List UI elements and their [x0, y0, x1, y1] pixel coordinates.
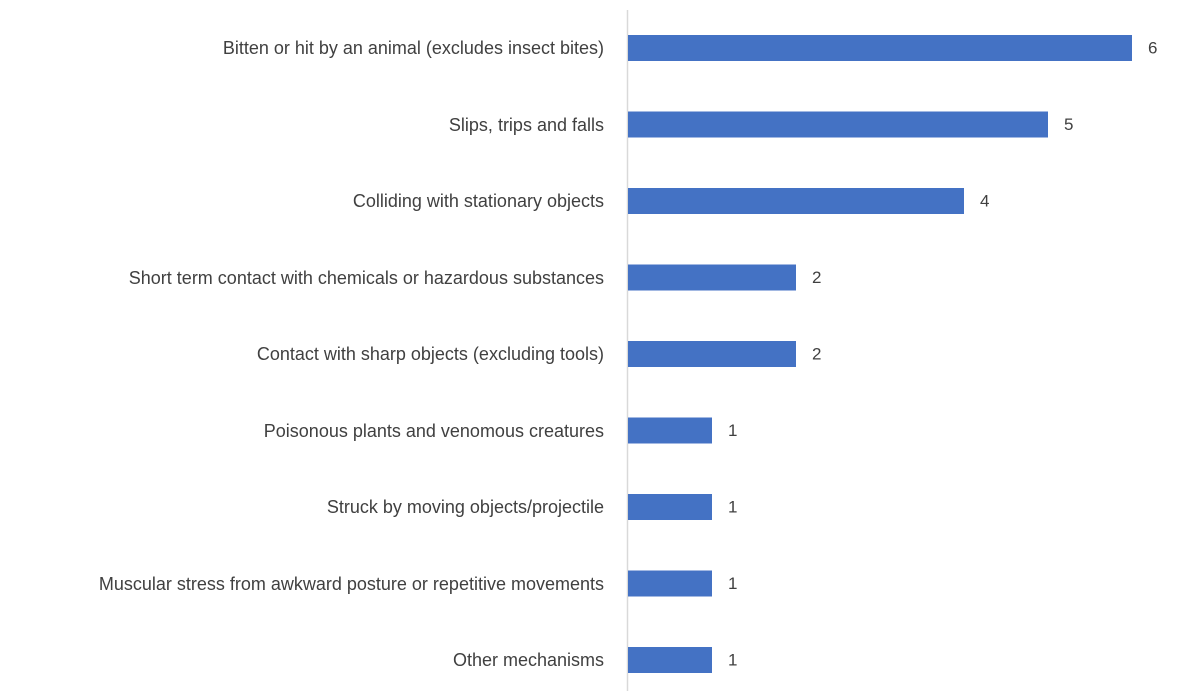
value-label: 1 [728, 497, 737, 516]
value-label: 5 [1064, 115, 1073, 134]
category-label: Muscular stress from awkward posture or … [98, 573, 604, 594]
value-label: 1 [728, 421, 737, 440]
value-label: 2 [812, 268, 821, 287]
value-label: 4 [980, 191, 989, 210]
category-label: Poisonous plants and venomous creatures [263, 420, 604, 441]
bar [628, 111, 1048, 138]
value-label: 2 [812, 344, 821, 363]
value-label: 1 [728, 574, 737, 593]
value-label: 1 [728, 650, 737, 669]
category-label: Bitten or hit by an animal (excludes ins… [222, 38, 604, 58]
bar [628, 494, 712, 520]
bar [628, 264, 796, 291]
category-label: Struck by moving objects/projectile [326, 497, 604, 517]
bar [628, 417, 712, 444]
bar [628, 570, 712, 597]
bar [628, 341, 796, 367]
category-label: Colliding with stationary objects [352, 191, 604, 211]
category-label: Short term contact with chemicals or haz… [128, 267, 604, 288]
category-label: Contact with sharp objects (excluding to… [256, 344, 604, 364]
bar [628, 188, 964, 214]
bar [628, 647, 712, 673]
value-label: 6 [1148, 38, 1157, 57]
bar [628, 35, 1132, 61]
category-label: Slips, trips and falls [448, 114, 604, 135]
category-label: Other mechanisms [452, 650, 604, 670]
